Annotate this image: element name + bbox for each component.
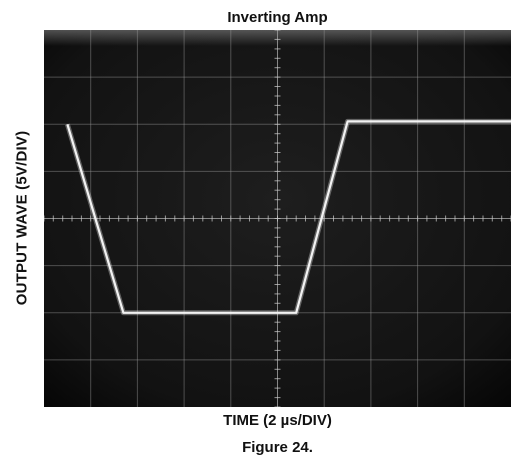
output-waveform-trace (66, 120, 511, 314)
figure-caption: Figure 24. (242, 439, 313, 456)
trace-layer (65, 118, 511, 316)
y-axis-label: OUTPUT WAVE (5V/DIV) (13, 130, 31, 306)
x-axis-label: TIME (2 µs/DIV) (223, 412, 332, 429)
y-axis-label-container: OUTPUT WAVE (5V/DIV) (0, 30, 44, 407)
graticule (44, 30, 511, 407)
chart-title: Inverting Amp (227, 9, 328, 26)
oscilloscope-screen (44, 30, 511, 407)
